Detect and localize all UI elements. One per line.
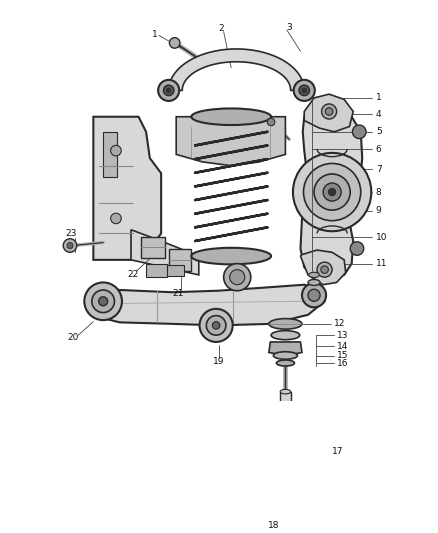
Circle shape [111,146,121,156]
Circle shape [328,188,336,196]
Ellipse shape [309,272,319,278]
Circle shape [350,242,364,255]
Text: 15: 15 [337,351,348,360]
Circle shape [63,239,77,252]
Circle shape [321,104,337,119]
Ellipse shape [273,352,297,359]
Text: 17: 17 [332,447,344,456]
Circle shape [325,108,333,115]
Circle shape [85,282,122,320]
Circle shape [200,309,233,342]
Circle shape [314,174,350,210]
Circle shape [276,487,294,505]
Bar [276,473,294,487]
Text: 18: 18 [268,521,280,530]
Circle shape [212,321,220,329]
Text: 23: 23 [65,229,77,238]
Text: 19: 19 [213,357,225,366]
Polygon shape [169,248,191,271]
Bar [273,421,297,474]
Circle shape [170,38,180,48]
Circle shape [302,283,326,308]
Circle shape [299,85,310,95]
Text: 2: 2 [219,24,224,33]
Circle shape [308,289,320,301]
Ellipse shape [308,279,320,286]
Circle shape [163,85,174,95]
Circle shape [323,183,341,201]
Text: 12: 12 [334,319,346,328]
Circle shape [321,266,328,273]
Circle shape [166,88,171,93]
Bar [103,132,117,177]
Circle shape [224,264,251,290]
Polygon shape [93,117,161,260]
Circle shape [67,243,73,248]
Text: 21: 21 [173,289,184,298]
Circle shape [293,153,371,231]
Polygon shape [141,237,165,257]
Ellipse shape [191,248,271,264]
Text: 8: 8 [376,188,381,197]
Text: 3: 3 [286,22,292,31]
Text: 1: 1 [152,30,157,39]
Circle shape [286,512,294,521]
Circle shape [294,80,315,101]
Polygon shape [269,342,302,356]
Circle shape [276,512,286,521]
Circle shape [230,270,245,285]
Circle shape [317,262,332,277]
Text: 22: 22 [127,270,139,279]
Ellipse shape [273,416,297,424]
Polygon shape [300,250,346,285]
Text: 14: 14 [337,342,348,351]
Circle shape [99,297,108,306]
Ellipse shape [280,390,291,394]
Circle shape [206,316,226,335]
Text: 11: 11 [376,259,387,268]
Polygon shape [95,285,325,325]
Ellipse shape [271,330,300,340]
Text: 9: 9 [376,206,381,215]
Circle shape [158,80,179,101]
Polygon shape [169,49,304,91]
Bar [146,264,167,277]
Text: 16: 16 [337,359,348,368]
Circle shape [304,164,361,221]
Text: 4: 4 [376,110,381,119]
Text: 10: 10 [376,233,387,242]
Ellipse shape [191,108,271,125]
Circle shape [353,125,366,139]
Text: 7: 7 [376,165,381,174]
Text: 5: 5 [376,127,381,136]
Circle shape [267,118,275,126]
Text: 13: 13 [337,330,348,340]
Circle shape [282,492,289,499]
Ellipse shape [269,319,302,329]
Polygon shape [300,104,362,280]
Ellipse shape [276,360,294,366]
Bar [280,392,291,422]
Polygon shape [131,230,199,275]
Ellipse shape [273,471,297,478]
Text: 1: 1 [376,93,381,102]
Polygon shape [176,117,286,166]
Text: 6: 6 [376,144,381,154]
Circle shape [92,290,114,312]
Circle shape [302,88,307,93]
Circle shape [111,213,121,224]
Polygon shape [304,94,353,132]
Text: 20: 20 [67,333,79,342]
Bar [167,265,184,276]
